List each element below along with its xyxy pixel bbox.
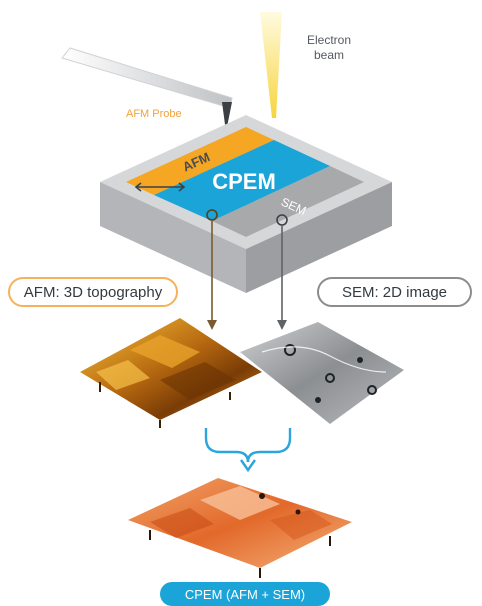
sem-image-surface bbox=[240, 322, 404, 424]
afm-probe-cantilever bbox=[61, 47, 233, 109]
merge-arrow bbox=[204, 428, 292, 473]
afm-probe-tip bbox=[222, 102, 232, 132]
zone-afm bbox=[126, 127, 274, 195]
cpem-result-pill: CPEM (AFM + SEM) bbox=[160, 582, 330, 606]
electron-beam-label-line1: Electron bbox=[306, 33, 352, 47]
afm-result-pill: AFM: 3D topography bbox=[8, 277, 178, 307]
afm-down-arrow-head bbox=[207, 320, 217, 330]
sem-down-arrow-head bbox=[277, 320, 287, 330]
electron-beam-label-line2: beam bbox=[313, 48, 345, 62]
afm-topography-surface bbox=[80, 318, 262, 428]
scan-double-arrow bbox=[134, 182, 186, 192]
zone-sem bbox=[212, 166, 364, 237]
afm-probe-label: AFM Probe bbox=[126, 108, 182, 120]
stage-side-left bbox=[100, 182, 246, 293]
zone-cpem bbox=[154, 140, 330, 221]
zone-cpem-label: CPEM bbox=[212, 169, 276, 194]
sem-result-pill: SEM: 2D image bbox=[317, 277, 472, 307]
cpem-combined-surface bbox=[128, 478, 352, 578]
electron-beam-label: Electron beam bbox=[301, 33, 357, 63]
electron-beam bbox=[260, 12, 282, 118]
